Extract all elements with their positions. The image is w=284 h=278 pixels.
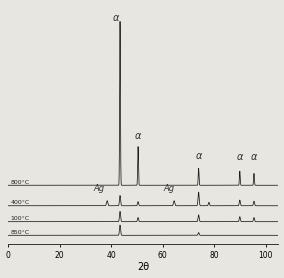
Text: 400°C: 400°C — [11, 200, 30, 205]
Text: Ag: Ag — [163, 184, 175, 193]
Text: α: α — [251, 152, 257, 162]
Text: 100°C: 100°C — [11, 216, 30, 221]
Text: α: α — [135, 131, 141, 141]
Text: 850°C: 850°C — [11, 230, 30, 235]
Text: α: α — [113, 13, 119, 23]
X-axis label: 2θ: 2θ — [137, 262, 149, 272]
Text: α: α — [195, 152, 202, 162]
Text: 800°C: 800°C — [11, 180, 30, 185]
Text: α: α — [237, 152, 243, 162]
Text: Ag: Ag — [94, 184, 105, 193]
